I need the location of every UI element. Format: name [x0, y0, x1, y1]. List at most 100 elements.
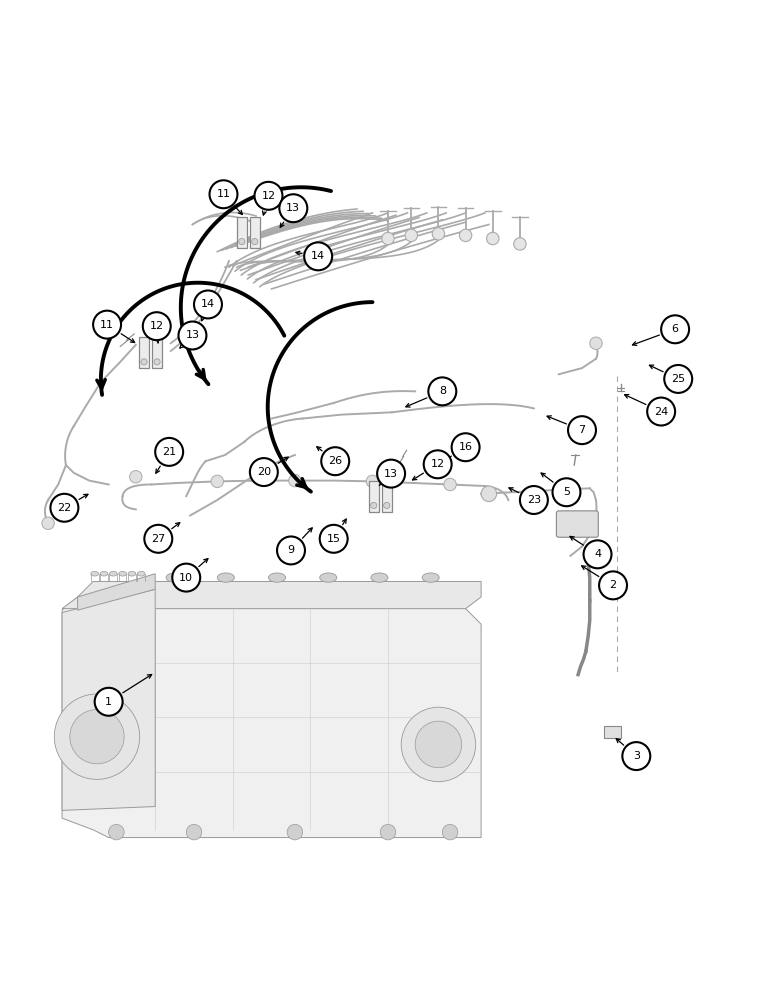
Circle shape — [366, 475, 379, 488]
Circle shape — [42, 517, 54, 529]
Ellipse shape — [128, 571, 136, 576]
Circle shape — [178, 322, 206, 349]
Circle shape — [553, 478, 580, 506]
FancyBboxPatch shape — [556, 511, 598, 537]
Circle shape — [287, 824, 303, 840]
Text: 21: 21 — [162, 447, 176, 457]
Text: 13: 13 — [384, 469, 398, 479]
Text: 20: 20 — [257, 467, 271, 477]
Polygon shape — [62, 597, 481, 838]
Text: 3: 3 — [632, 751, 640, 761]
Circle shape — [452, 433, 480, 461]
Circle shape — [661, 315, 689, 343]
Circle shape — [584, 540, 611, 568]
Text: 11: 11 — [217, 189, 230, 199]
Circle shape — [590, 337, 602, 349]
Ellipse shape — [109, 571, 117, 576]
Circle shape — [194, 290, 222, 318]
Circle shape — [320, 525, 348, 553]
Circle shape — [383, 502, 390, 509]
Bar — [369, 481, 379, 512]
Circle shape — [622, 742, 650, 770]
Bar — [152, 337, 162, 368]
Circle shape — [277, 536, 305, 564]
Ellipse shape — [91, 571, 99, 576]
Circle shape — [172, 564, 200, 592]
Circle shape — [442, 824, 458, 840]
Text: 9: 9 — [287, 545, 295, 555]
Text: 11: 11 — [100, 320, 114, 330]
Circle shape — [568, 416, 596, 444]
Circle shape — [141, 359, 147, 365]
Circle shape — [424, 450, 452, 478]
Ellipse shape — [422, 573, 439, 582]
Ellipse shape — [166, 573, 183, 582]
Ellipse shape — [137, 571, 145, 576]
Circle shape — [401, 707, 476, 782]
Bar — [139, 337, 149, 368]
Ellipse shape — [268, 573, 286, 582]
Text: 13: 13 — [185, 330, 199, 340]
Polygon shape — [62, 581, 481, 609]
Circle shape — [95, 688, 123, 716]
Circle shape — [514, 238, 526, 250]
Circle shape — [647, 398, 675, 426]
Circle shape — [154, 359, 160, 365]
Circle shape — [250, 458, 278, 486]
Text: 13: 13 — [286, 203, 300, 213]
Text: 10: 10 — [179, 573, 193, 583]
Text: 27: 27 — [151, 534, 165, 544]
Bar — [237, 217, 247, 248]
Circle shape — [382, 232, 394, 245]
Circle shape — [144, 525, 172, 553]
Circle shape — [432, 228, 445, 240]
Text: 2: 2 — [609, 580, 617, 590]
Text: 7: 7 — [578, 425, 586, 435]
Circle shape — [380, 824, 396, 840]
Circle shape — [186, 824, 202, 840]
Circle shape — [377, 460, 405, 488]
Ellipse shape — [100, 571, 108, 576]
Circle shape — [664, 365, 692, 393]
Text: 25: 25 — [671, 374, 685, 384]
Text: 4: 4 — [594, 549, 601, 559]
Circle shape — [405, 229, 417, 242]
Ellipse shape — [217, 573, 234, 582]
Circle shape — [155, 438, 183, 466]
Text: 5: 5 — [563, 487, 570, 497]
Circle shape — [50, 494, 78, 522]
Ellipse shape — [371, 573, 388, 582]
Text: 12: 12 — [262, 191, 275, 201]
Circle shape — [415, 721, 462, 768]
Text: 14: 14 — [311, 251, 325, 261]
Circle shape — [520, 486, 548, 514]
Circle shape — [93, 311, 121, 339]
Circle shape — [54, 694, 140, 779]
Circle shape — [428, 377, 456, 405]
Circle shape — [487, 232, 499, 245]
Circle shape — [321, 447, 349, 475]
Bar — [382, 481, 392, 512]
Bar — [250, 217, 260, 248]
Circle shape — [211, 475, 223, 488]
Text: 16: 16 — [459, 442, 473, 452]
Text: 23: 23 — [527, 495, 541, 505]
Circle shape — [289, 474, 301, 487]
Circle shape — [143, 312, 171, 340]
Text: 15: 15 — [327, 534, 341, 544]
Polygon shape — [62, 589, 155, 810]
Text: 22: 22 — [57, 503, 71, 513]
Circle shape — [304, 242, 332, 270]
Text: 12: 12 — [431, 459, 445, 469]
Circle shape — [279, 194, 307, 222]
Ellipse shape — [320, 573, 337, 582]
Bar — [604, 726, 621, 738]
Polygon shape — [78, 574, 155, 610]
Circle shape — [599, 571, 627, 599]
Circle shape — [251, 238, 258, 245]
Text: 24: 24 — [654, 407, 668, 417]
Text: 8: 8 — [438, 386, 446, 396]
Ellipse shape — [119, 571, 126, 576]
Circle shape — [210, 180, 237, 208]
Circle shape — [70, 710, 124, 764]
